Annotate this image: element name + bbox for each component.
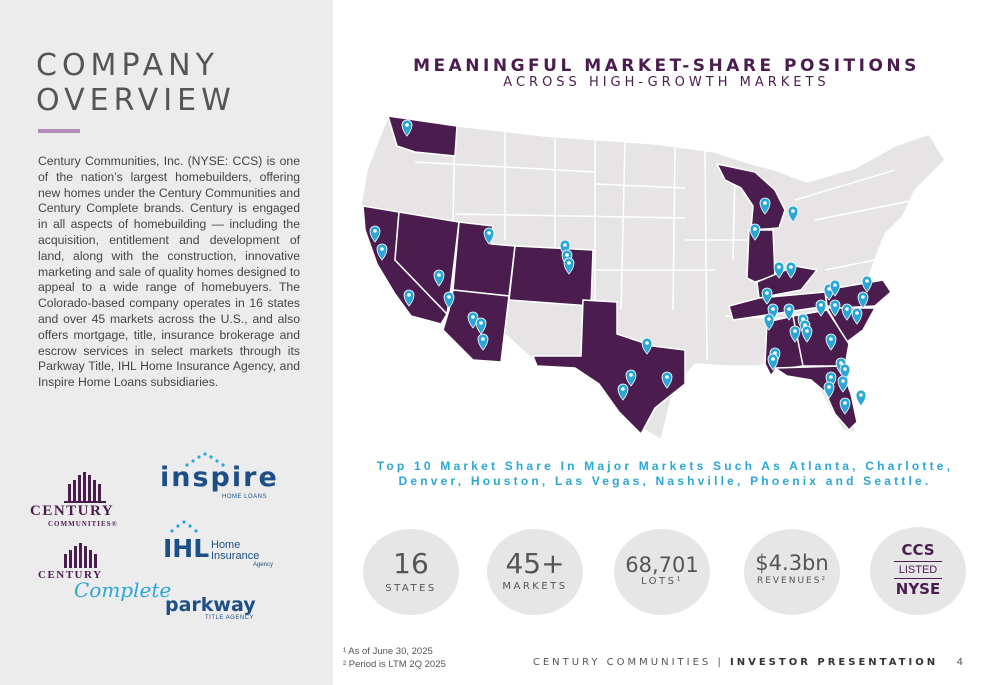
century-wordmark: CENTURY bbox=[30, 503, 115, 519]
home-loans-wordmark: HOME LOANS bbox=[222, 494, 268, 500]
parkway-wordmark: parkway bbox=[165, 594, 256, 616]
state-indiana bbox=[746, 229, 776, 283]
century-communities-logo: CENTURY COMMUNITIES® bbox=[30, 470, 140, 530]
ihl-home-wordmark: Home bbox=[211, 539, 241, 551]
ihl-home-insurance-logo: IHL Home Insurance Agency bbox=[163, 520, 288, 570]
stat-states: 16 STATES bbox=[363, 529, 459, 615]
footnote-1: ¹ As of June 30, 2025 bbox=[343, 646, 433, 657]
page-footer: CENTURY COMMUNITIES | INVESTOR PRESENTAT… bbox=[533, 657, 966, 668]
stat-label: MARKETS bbox=[502, 581, 568, 592]
inspire-wordmark: inspire bbox=[160, 462, 279, 493]
century-complete-logo: CENTURY Complete bbox=[36, 543, 171, 603]
footer-company: CENTURY COMMUNITIES bbox=[532, 657, 712, 668]
footer-document: INVESTOR PRESENTATION bbox=[730, 657, 939, 668]
stat-label: STATES bbox=[385, 583, 437, 594]
company-overview-text: Century Communities, Inc. (NYSE: CCS) is… bbox=[38, 154, 300, 390]
page-title: COMPANY OVERVIEW bbox=[36, 48, 236, 118]
stat-markets: 45+ MARKETS bbox=[487, 529, 583, 615]
ihl-insurance-wordmark: Insurance bbox=[211, 550, 260, 562]
state-north-carolina bbox=[824, 279, 892, 309]
footnotes: ¹ As of June 30, 2025 ² Period is LTM 2Q… bbox=[343, 645, 446, 671]
nyse-listed-badge: CCS LISTED NYSE bbox=[870, 527, 966, 615]
section-subheading: ACROSS HIGH-GROWTH MARKETS bbox=[503, 75, 830, 90]
century-complete-wordmark: CENTURY bbox=[38, 569, 103, 581]
section-heading: MEANINGFUL MARKET-SHARE POSITIONS bbox=[413, 56, 920, 76]
stat-value: 45+ bbox=[505, 547, 565, 580]
century-complete-building-icon bbox=[64, 543, 97, 568]
ihl-agency-wordmark: Agency bbox=[253, 562, 274, 568]
stat-value: $4.3bn bbox=[755, 551, 829, 575]
badge-divider-top bbox=[894, 561, 942, 562]
title-line-2: OVERVIEW bbox=[36, 83, 236, 118]
left-panel: COMPANY OVERVIEW Century Communities, In… bbox=[0, 0, 333, 685]
market-share-callout: Top 10 Market Share In Major Markets Suc… bbox=[376, 459, 954, 488]
us-market-map bbox=[360, 115, 946, 440]
ihl-wordmark: IHL bbox=[163, 534, 210, 563]
ihl-dots-icon bbox=[170, 520, 198, 533]
inspire-home-loans-logo: inspire HOME LOANS bbox=[160, 452, 285, 502]
inspire-dots-icon bbox=[185, 452, 225, 467]
state-texas bbox=[531, 299, 686, 436]
footer-separator: | bbox=[717, 657, 724, 668]
title-line-1: COMPANY bbox=[36, 48, 219, 83]
communities-wordmark: COMMUNITIES® bbox=[48, 520, 118, 528]
footnote-2: ² Period is LTM 2Q 2025 bbox=[343, 659, 446, 670]
parkway-title-logo: parkway TITLE AGENCY bbox=[165, 594, 290, 624]
stat-value: 68,701 bbox=[625, 553, 699, 577]
century-building-icon bbox=[64, 472, 106, 503]
badge-divider-bottom bbox=[894, 578, 942, 579]
title-agency-wordmark: TITLE AGENCY bbox=[205, 615, 255, 621]
stat-label: LOTS¹ bbox=[640, 576, 684, 587]
stat-label: REVENUES² bbox=[756, 576, 828, 586]
ticker-text: CCS bbox=[901, 541, 935, 559]
state-colorado bbox=[508, 245, 594, 307]
listed-text: LISTED bbox=[898, 564, 938, 576]
title-underline bbox=[38, 129, 80, 133]
state-michigan bbox=[715, 162, 786, 231]
stat-lots: 68,701 LOTS¹ bbox=[614, 529, 710, 615]
exchange-text: NYSE bbox=[895, 580, 941, 598]
pin-palm-bay bbox=[855, 389, 867, 407]
stat-value: 16 bbox=[393, 547, 429, 580]
complete-script-wordmark: Complete bbox=[74, 578, 172, 602]
page-number: 4 bbox=[956, 657, 966, 668]
stat-revenues: $4.3bn REVENUES² bbox=[744, 529, 840, 615]
